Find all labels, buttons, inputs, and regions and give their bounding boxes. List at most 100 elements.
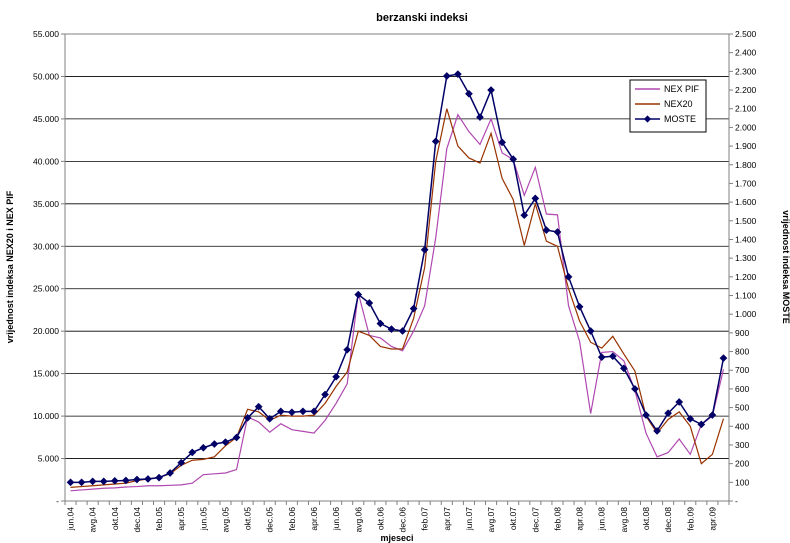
data-point — [697, 420, 706, 429]
data-point — [132, 475, 141, 484]
y-right-tick-label: 1.500 — [735, 216, 757, 226]
data-point — [221, 438, 230, 447]
y-right-tick-label: 1.200 — [735, 272, 757, 282]
x-tick-label: apr.07 — [442, 507, 452, 531]
legend-label-moste: MOSTE — [664, 114, 696, 124]
x-axis: jun.04 avg.04 okt.04 dec.04 feb.05 apr.05 jun.… — [64, 501, 730, 533]
data-point — [542, 226, 551, 235]
y-right-tick-label: 2.000 — [735, 122, 757, 132]
data-point — [476, 113, 484, 122]
y-left-tick-label: 15.000 — [33, 369, 59, 379]
x-tick-label: okt.04 — [110, 507, 120, 530]
data-point — [431, 137, 440, 146]
data-point — [354, 290, 363, 299]
legend-label-nex20: NEX20 — [664, 99, 693, 109]
data-point — [321, 390, 330, 399]
data-point — [586, 327, 595, 335]
data-point — [376, 319, 385, 328]
x-tick-label: feb.05 — [154, 507, 164, 531]
x-tick-label: jun.04 — [66, 507, 76, 531]
y-left-tick-label: 5.000 — [38, 454, 60, 464]
data-point — [365, 299, 374, 307]
y-left-tick-label: 55.000 — [33, 29, 59, 39]
data-point — [387, 325, 396, 334]
y-left-tick-label: 40.000 — [33, 156, 59, 166]
data-point — [188, 448, 197, 457]
y-right-tick-label: 500 — [735, 403, 749, 413]
y-right-tick-label: 2.100 — [735, 104, 757, 114]
x-tick-label: feb.08 — [552, 507, 562, 531]
y-right-tick-label: 1.900 — [735, 141, 757, 151]
data-point — [653, 426, 662, 435]
data-point — [409, 304, 418, 313]
y-right-tick-label: 900 — [735, 328, 749, 338]
x-tick-label: avg.05 — [220, 507, 230, 533]
data-point — [464, 89, 473, 98]
x-axis-title: mjeseci — [380, 533, 413, 543]
data-point — [144, 475, 152, 483]
data-point — [332, 372, 341, 381]
data-point — [232, 433, 241, 442]
y-left-tick-label: 10.000 — [33, 411, 59, 421]
plot-area-border — [64, 33, 730, 502]
data-point — [88, 477, 97, 486]
data-point — [553, 228, 562, 236]
y-right-tick-label: 2.200 — [735, 85, 757, 95]
y-left-tick-label: 45.000 — [33, 114, 59, 124]
data-point — [343, 345, 352, 354]
y-right-tick-label: 200 — [735, 459, 749, 469]
x-tick-label: dec.05 — [265, 507, 275, 533]
y-left-tick-label: 20.000 — [33, 326, 59, 336]
left-axis: - 5.000 10.000 15.000 20.000 25.000 30.000 35.0… — [33, 29, 65, 506]
data-point — [564, 272, 573, 281]
legend-label-nex-pif: NEX PIF — [664, 84, 700, 94]
y-right-tick-label: 2.500 — [735, 29, 757, 39]
legend-marker — [643, 115, 652, 123]
y-right-tick-label: 700 — [735, 365, 749, 375]
x-tick-label: avg.08 — [619, 507, 629, 533]
data-point — [110, 476, 119, 485]
y-right-tick-label: 300 — [735, 440, 749, 450]
data-point — [77, 478, 86, 487]
data-point — [420, 245, 429, 254]
data-point — [298, 407, 307, 416]
x-tick-label: apr.05 — [176, 507, 186, 531]
grid — [65, 76, 729, 459]
y-right-tick-label: - — [735, 496, 738, 506]
x-tick-label: apr.09 — [707, 507, 717, 531]
x-tick-label: feb.06 — [287, 507, 297, 531]
data-point — [708, 411, 717, 420]
y-left-tick-label: 25.000 — [33, 284, 59, 294]
y-left-tick-label: 35.000 — [33, 199, 59, 209]
x-tick-label: dec.04 — [132, 507, 142, 533]
y-right-tick-label: 1.100 — [735, 291, 757, 301]
data-point — [210, 440, 219, 448]
data-point — [276, 407, 285, 416]
data-point — [597, 353, 606, 362]
data-point — [453, 70, 462, 79]
x-tick-label: avg.06 — [353, 507, 363, 533]
legend: NEX PIF NEX20 MOSTE — [629, 79, 707, 133]
legend-items: NEX PIF NEX20 MOSTE — [635, 84, 700, 124]
data-point — [243, 413, 252, 422]
y-left-tick-label: 30.000 — [33, 241, 59, 251]
x-tick-label: jun.06 — [331, 507, 341, 531]
y-left-tick-label: - — [56, 496, 59, 506]
data-point — [442, 72, 451, 80]
data-point — [608, 352, 617, 361]
data-point — [398, 327, 407, 335]
y-right-tick-label: 1.300 — [735, 253, 757, 263]
data-point — [675, 398, 684, 406]
right-axis: - 100 200 300 400 500 600 700 800 900 1.000 1.100 1.… — [729, 29, 757, 506]
y-axis-left-title: vrijednost indeksa NEX20 i NEX PIF — [5, 190, 15, 343]
x-tick-label: apr.08 — [575, 507, 585, 531]
data-point — [99, 477, 108, 486]
y-right-tick-label: 1.000 — [735, 309, 757, 319]
series-moste — [66, 70, 728, 487]
x-tick-label: okt.07 — [508, 507, 518, 530]
x-tick-label: avg.07 — [486, 507, 496, 533]
series — [66, 70, 728, 492]
data-point — [520, 211, 529, 220]
x-tick-label: avg.04 — [88, 507, 98, 533]
